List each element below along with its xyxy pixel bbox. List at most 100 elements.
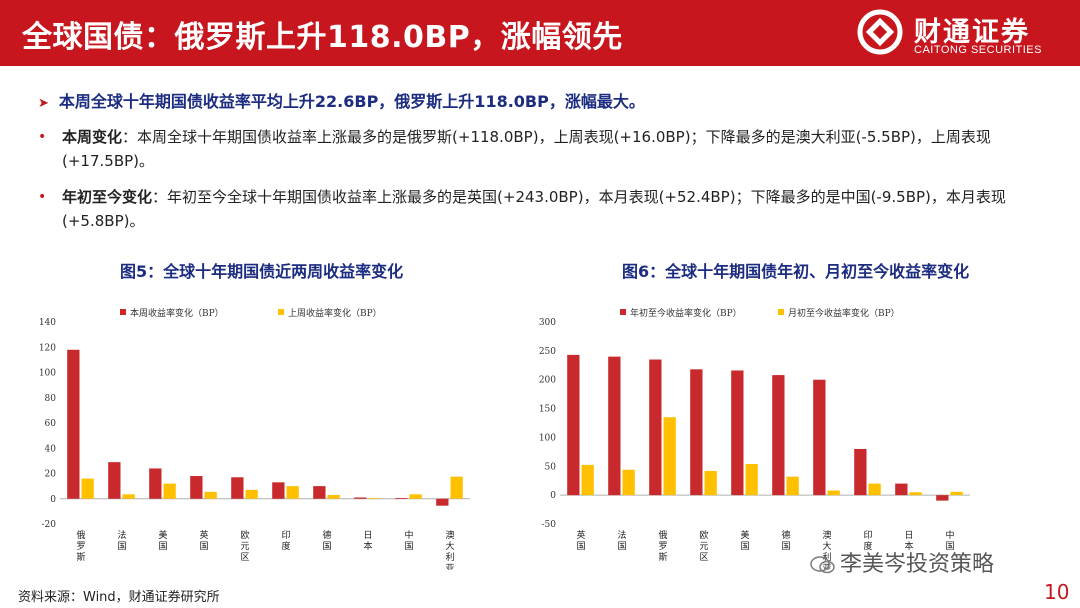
bar-primary <box>813 379 826 496</box>
y-tick-label: 300 <box>539 318 556 328</box>
y-tick-label: 250 <box>539 347 556 357</box>
x-tick-label: 澳大利亚 <box>446 529 455 570</box>
y-tick-label: 0 <box>550 491 556 501</box>
bar-primary <box>690 369 703 496</box>
y-tick-label: 100 <box>539 433 556 443</box>
bar-secondary <box>245 489 258 499</box>
bullet-text: ：年初至今全球十年期国债收益率上涨最多的是英国(+243.0BP)，本月表现(+… <box>62 188 1006 230</box>
bullet-label: 年初至今变化 <box>62 188 153 206</box>
legend-label-1: 上周收益率变化（BP） <box>288 307 382 319</box>
header-bar: 全球国债：俄罗斯上升118.0BP，涨幅领先 财通证券 CAITONG SECU… <box>0 0 1080 66</box>
legend-swatch-0 <box>120 309 126 315</box>
y-tick-label: 140 <box>39 318 56 328</box>
source-note: 资料来源：Wind，财通证券研究所 <box>18 590 220 605</box>
bar-secondary <box>204 491 217 499</box>
bar-secondary <box>663 417 676 496</box>
bar-secondary <box>163 483 176 499</box>
x-tick-label: 俄罗斯 <box>659 529 668 563</box>
page-title: 全球国债：俄罗斯上升118.0BP，涨幅领先 <box>22 20 623 55</box>
bar-secondary <box>81 478 94 499</box>
bar-primary <box>67 349 80 499</box>
y-tick-label: 80 <box>45 394 57 404</box>
legend-label-0: 年初至今收益率变化（BP） <box>630 307 742 319</box>
bar-secondary <box>950 491 963 496</box>
bar-primary <box>649 359 662 496</box>
y-tick-label: 0 <box>50 495 56 505</box>
x-tick-label: 欧元区 <box>700 529 709 563</box>
bullet-dot-icon: • <box>38 189 47 205</box>
y-tick-label: 150 <box>539 405 556 415</box>
x-tick-label: 德国 <box>323 529 332 552</box>
x-tick-label: 澳大利亚 <box>823 529 832 570</box>
bar-primary <box>436 498 449 506</box>
x-tick-label: 法国 <box>618 529 627 552</box>
bullet-dot-icon: • <box>38 129 47 145</box>
bar-primary <box>854 448 867 496</box>
lead-text: 本周全球十年期国债收益率平均上升22.6BP，俄罗斯上升118.0BP，涨幅最大… <box>58 92 645 111</box>
y-tick-label: 20 <box>45 470 57 480</box>
x-tick-label: 俄罗斯 <box>77 529 86 563</box>
bar-primary <box>190 476 203 499</box>
bar-secondary <box>581 464 594 496</box>
x-tick-label: 日本 <box>364 530 373 552</box>
figure6-title: 图6：全球十年期国债年初、月初至今收益率变化 <box>622 262 970 281</box>
watermark-text: 李美岑投资策略 <box>840 552 995 577</box>
x-tick-label: 印度 <box>282 529 291 552</box>
bar-secondary <box>868 483 881 496</box>
x-tick-label: 欧元区 <box>241 529 250 563</box>
x-tick-label: 美国 <box>741 529 750 552</box>
logo-text-cn: 财通证券 <box>914 17 1030 48</box>
legend-label-0: 本周收益率变化（BP） <box>130 307 224 319</box>
chart-ytd-mtd-yield-change: 年初至今收益率变化（BP） 月初至今收益率变化（BP） -50 0 50 100 150 20… <box>539 307 970 570</box>
x-tick-label: 美国 <box>159 529 168 552</box>
y-tick-label: 50 <box>545 462 557 472</box>
x-tick-label: 日本 <box>905 530 914 552</box>
bar-secondary <box>122 494 135 499</box>
bullet-text: ：本周全球十年期国债收益率上涨最多的是俄罗斯(+118.0BP)，上周表现(+1… <box>62 128 991 170</box>
chart-weekly-yield-change: 本周收益率变化（BP） 上周收益率变化（BP） -20 0 20 40 60 80 100 120… <box>39 307 470 570</box>
bar-primary <box>608 356 621 496</box>
bullet-weekly-change: • 本周变化：本周全球十年期国债收益率上涨最多的是俄罗斯(+118.0BP)，上… <box>38 125 1022 173</box>
y-tick-label: -20 <box>42 520 57 530</box>
wechat-icon <box>810 556 835 574</box>
y-tick-label: 60 <box>45 419 57 429</box>
y-tick-label: 200 <box>539 376 556 386</box>
brand-logo: 财通证券 CAITONG SECURITIES <box>842 0 1080 66</box>
logo-text-en: CAITONG SECURITIES <box>914 44 1042 56</box>
page-number: 10 <box>1044 580 1070 604</box>
y-tick-label: 100 <box>39 369 56 379</box>
legend-swatch-0 <box>620 309 626 315</box>
bar-secondary <box>786 476 799 496</box>
bar-primary <box>895 483 908 496</box>
bar-secondary <box>450 476 463 499</box>
bar-primary <box>108 462 121 499</box>
x-tick-label: 中国 <box>946 529 955 552</box>
y-tick-label: -50 <box>542 520 557 530</box>
bar-secondary <box>745 463 758 496</box>
x-tick-label: 中国 <box>405 529 414 552</box>
y-tick-label: 40 <box>45 444 57 454</box>
bar-secondary <box>909 492 922 496</box>
bar-primary <box>231 477 244 499</box>
bar-primary <box>731 370 744 496</box>
bar-primary <box>772 375 785 496</box>
bar-secondary <box>704 470 717 496</box>
caitong-logo-icon <box>857 9 903 55</box>
bar-secondary <box>622 469 635 496</box>
figure5-title: 图5：全球十年期国债近两周收益率变化 <box>120 262 404 281</box>
y-tick-label: 120 <box>39 343 56 353</box>
bar-primary <box>567 354 580 496</box>
bar-primary <box>354 497 367 499</box>
lead-summary: ➤ 本周全球十年期国债收益率平均上升22.6BP，俄罗斯上升118.0BP，涨幅最… <box>38 88 645 112</box>
bar-primary <box>272 482 285 499</box>
bullet-ytd-change: • 年初至今变化：年初至今全球十年期国债收益率上涨最多的是英国(+243.0BP… <box>38 185 1022 233</box>
legend-swatch-1 <box>778 309 784 315</box>
bullet-label: 本周变化 <box>62 128 123 146</box>
x-tick-label: 印度 <box>864 529 873 552</box>
bar-primary <box>313 486 326 499</box>
bar-primary <box>395 498 408 499</box>
bar-primary <box>149 468 162 499</box>
bar-secondary <box>368 498 381 499</box>
wechat-watermark: 李美岑投资策略 <box>810 546 994 578</box>
bar-secondary <box>286 486 299 499</box>
